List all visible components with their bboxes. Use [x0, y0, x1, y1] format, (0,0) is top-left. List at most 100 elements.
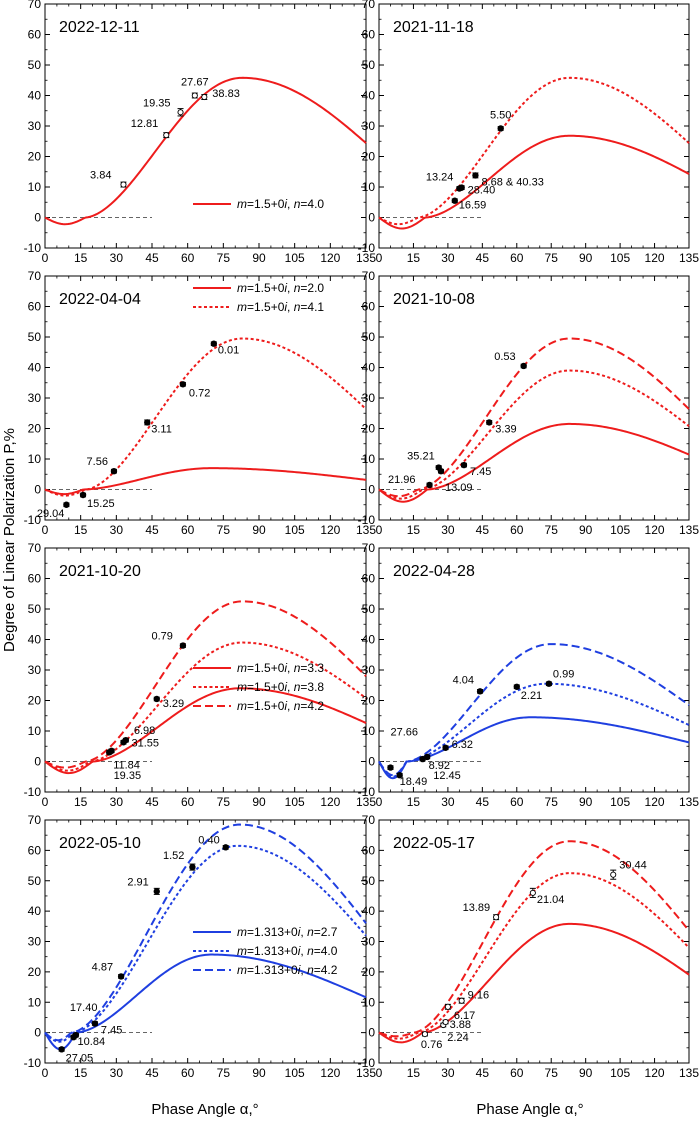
legend-entry-2: m=1.5+0i, n=3.8	[237, 680, 324, 694]
data-point-label: 12.45	[433, 770, 461, 782]
x-tick-label: 0	[42, 251, 49, 265]
chart-panel-4: 0 15 30 45 60 75 90 105 120 135-10010203040506070…	[358, 269, 699, 537]
x-tick-label: 30	[441, 795, 455, 809]
data-point-label: 1.52	[163, 850, 184, 862]
x-tick-label: 75	[217, 795, 231, 809]
y-tick-label: 0	[34, 211, 41, 225]
y-tick-label: 40	[362, 89, 376, 103]
x-tick-label: 75	[545, 251, 559, 265]
y-tick-label: 60	[362, 572, 376, 586]
x-tick-label: 30	[110, 523, 124, 537]
y-tick-label: 70	[28, 0, 42, 11]
x-tick-label: 15	[74, 523, 88, 537]
data-point	[72, 1031, 80, 1039]
y-tick-label: 40	[362, 904, 376, 918]
data-point-label: 19.35	[114, 770, 142, 782]
data-point	[545, 680, 553, 687]
data-point	[122, 736, 130, 744]
series-line-3	[378, 337, 690, 498]
chart-panel-6: 0 15 30 45 60 75 90 105 120 135-10010203040506070…	[358, 541, 699, 809]
y-tick-label: 20	[362, 150, 376, 164]
y-tick-label: 10	[28, 180, 42, 194]
x-tick-label: 60	[181, 795, 195, 809]
y-tick-label: 60	[28, 300, 42, 314]
data-point	[108, 747, 115, 755]
y-tick-label: 70	[362, 269, 376, 283]
x-tick-label: 45	[145, 251, 159, 265]
x-tick-label: 45	[145, 1066, 159, 1080]
y-tick-label: 50	[28, 330, 42, 344]
x-tick-label: 135	[679, 1066, 699, 1080]
panel-title: 2022-05-10	[59, 835, 141, 852]
x-tick-label: 75	[217, 251, 231, 265]
series-line-1	[378, 422, 690, 503]
x-tick-label: 90	[579, 1066, 593, 1080]
y-tick-label: 40	[362, 633, 376, 647]
data-point	[529, 889, 536, 896]
x-tick-label: 60	[510, 251, 524, 265]
x-tick-label: 105	[610, 251, 630, 265]
data-point-label: 0.76	[421, 1039, 442, 1051]
series-line-1	[44, 953, 367, 1051]
data-point-label: 2.91	[127, 876, 148, 888]
data-point-label: 3.84	[90, 170, 111, 182]
data-point	[79, 491, 87, 499]
data-point-label: 2.24	[447, 1032, 468, 1044]
y-tick-label: 30	[28, 119, 42, 133]
data-point	[442, 1018, 449, 1026]
data-point	[610, 871, 617, 878]
x-tick-label: 90	[252, 795, 266, 809]
data-point	[179, 381, 187, 388]
data-point	[120, 181, 127, 188]
x-tick-label: 90	[579, 251, 593, 265]
panel-title: 2022-04-04	[59, 291, 141, 308]
y-tick-label: -10	[24, 513, 42, 527]
x-tick-label: 60	[181, 523, 195, 537]
data-point-label: 8.92	[429, 760, 450, 772]
x-tick-label: 75	[217, 1066, 231, 1080]
series-line-2	[378, 682, 690, 778]
x-tick-label: 60	[181, 1066, 195, 1080]
x-tick-label: 45	[476, 1066, 490, 1080]
y-tick-label: 10	[362, 724, 376, 738]
x-tick-label: 0	[376, 795, 383, 809]
x-tick-label: 90	[252, 1066, 266, 1080]
data-point	[210, 340, 218, 347]
y-tick-label: 60	[362, 28, 376, 42]
x-tick-label: 15	[74, 1066, 88, 1080]
x-tick-label: 105	[285, 251, 305, 265]
data-point-label: 3.39	[495, 423, 516, 435]
data-point-label: 21.96	[388, 474, 416, 486]
data-point	[442, 744, 449, 751]
x-tick-label: 135	[356, 1066, 376, 1080]
x-tick-label: 0	[376, 523, 383, 537]
x-tick-label: 105	[285, 1066, 305, 1080]
y-tick-label: 0	[34, 1026, 41, 1040]
y-tick-label: 10	[28, 724, 42, 738]
x-tick-label: 30	[441, 523, 455, 537]
y-tick-label: 20	[28, 150, 42, 164]
x-tick-label: 75	[545, 523, 559, 537]
y-tick-label: -10	[24, 785, 42, 799]
plot-frame	[378, 275, 690, 521]
panel-title: 2022-12-11	[59, 19, 140, 36]
data-point	[144, 419, 151, 426]
data-point-label: 0.40	[198, 834, 219, 846]
series-line-2	[378, 872, 690, 1040]
x-tick-label: 45	[476, 251, 490, 265]
series-line-3	[378, 643, 690, 777]
x-tick-label: 90	[252, 251, 266, 265]
series-line-2	[44, 844, 367, 1043]
chart-panel-7: 0 15 30 45 60 75 90 105 120 135-10010203040506070…	[24, 813, 377, 1080]
data-point-label: 3.88	[450, 1019, 471, 1031]
data-point	[58, 1046, 65, 1053]
y-tick-label: 30	[28, 663, 42, 677]
y-tick-label: 0	[368, 1026, 375, 1040]
data-point	[153, 695, 160, 703]
legend-entry-1: m=1.5+0i, n=3.3	[237, 661, 324, 675]
y-tick-label: 0	[34, 755, 41, 769]
legend-entry-3: m=1.5+0i, n=4.2	[237, 699, 324, 713]
data-point-label: 11.84	[113, 759, 140, 771]
chart-panel-2: 0 15 30 45 60 75 90 105 120 135-10010203040506070…	[358, 0, 699, 265]
y-tick-label: 50	[28, 874, 42, 888]
